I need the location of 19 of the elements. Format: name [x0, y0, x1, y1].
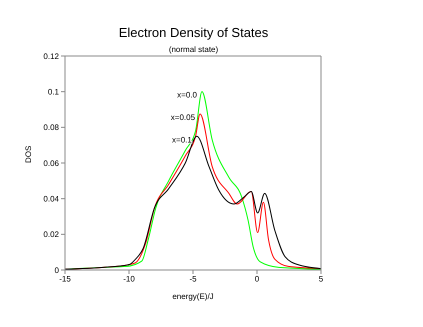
x-tick-label: -10: [123, 274, 136, 284]
chart-title: Electron Density of States: [118, 25, 270, 40]
y-tick-label: 0.02: [43, 230, 60, 240]
x-axis-title: energy(E)/J: [172, 292, 214, 301]
y-tick-label: 0: [54, 266, 60, 275]
y-axis-title: DOS: [24, 146, 33, 163]
x-tick-label: 0: [254, 274, 260, 284]
y-tick-label: 0.12: [43, 52, 60, 61]
x-tick-label: -5: [189, 274, 198, 284]
y-tick-label: 0.08: [43, 123, 60, 132]
chart-subtitle: (normal state): [168, 45, 220, 54]
x-tick-label: -15: [59, 274, 72, 284]
y-tick-label: 0.1: [48, 88, 60, 97]
y-tick-label: 0.04: [43, 194, 60, 204]
series-label: x=0.05: [170, 112, 196, 122]
x-tick-label: 5: [318, 274, 324, 284]
series-label: x=0.1: [172, 135, 192, 144]
y-tick-label: 0.06: [43, 158, 60, 168]
series-label: x=0.0: [177, 90, 198, 100]
